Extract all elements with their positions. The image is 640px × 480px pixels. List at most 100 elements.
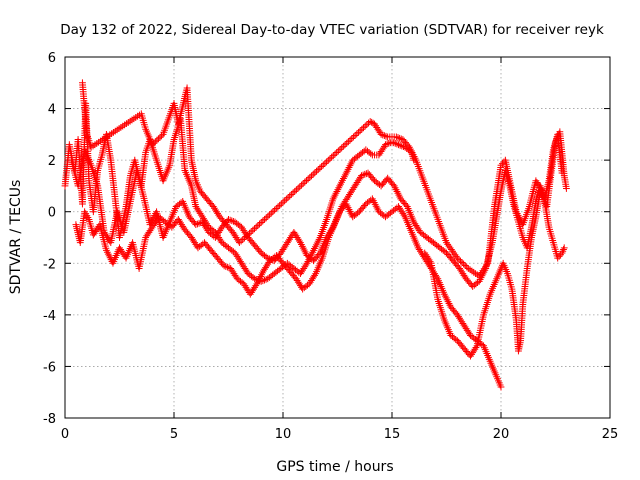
- data-point: [316, 164, 324, 172]
- data-point: [411, 220, 419, 228]
- axes: 0 5 10 15 20 25 -8 -6 -4 -2 0 2 4 6: [43, 51, 618, 442]
- data-point: [379, 131, 387, 139]
- data-point: [361, 122, 369, 130]
- data-point: [360, 124, 367, 132]
- data-point: [318, 163, 325, 170]
- data-point: [267, 209, 275, 217]
- data-point: [293, 186, 300, 194]
- data-point: [402, 201, 410, 209]
- data-point: [242, 266, 250, 274]
- data-point: [176, 217, 183, 225]
- data-point: [249, 287, 256, 295]
- data-point: [341, 141, 349, 149]
- data-point: [279, 246, 287, 253]
- data-point: [469, 349, 477, 357]
- data-point: [367, 150, 375, 158]
- data-point: [334, 147, 342, 155]
- data-point: [358, 125, 366, 133]
- data-point: [192, 203, 200, 210]
- data-point: [251, 225, 258, 233]
- data-point: [216, 235, 224, 243]
- data-point: [93, 226, 101, 234]
- data-point: [242, 233, 250, 240]
- data-point: [215, 228, 223, 236]
- data-point: [351, 132, 359, 139]
- y-tick-label: 0: [48, 206, 56, 221]
- data-point: [377, 148, 385, 155]
- plot-frame: [64, 56, 611, 419]
- data-point: [455, 256, 463, 264]
- data-point: [311, 169, 319, 177]
- data-point: [311, 271, 319, 279]
- data-point: [295, 237, 303, 245]
- data-point: [234, 254, 242, 262]
- x-tick-label: 25: [602, 427, 619, 442]
- data-point: [302, 261, 310, 269]
- data-point: [89, 231, 97, 239]
- data-point: [213, 208, 220, 216]
- data-point: [395, 203, 402, 210]
- data-point: [414, 244, 422, 252]
- y-axis-label: SDTVAR / TECUs: [8, 180, 24, 295]
- data-point: [398, 208, 406, 216]
- data-point: [263, 262, 271, 270]
- data-point: [346, 136, 354, 144]
- data-point: [310, 273, 317, 281]
- data-point: [460, 260, 468, 268]
- data-point: [177, 219, 184, 227]
- data-point: [560, 244, 568, 252]
- data-point: [449, 247, 456, 255]
- data-point: [325, 230, 333, 238]
- data-point: [283, 239, 291, 247]
- data-point: [327, 227, 335, 235]
- data-point: [92, 228, 99, 235]
- data-point: [379, 144, 387, 152]
- data-point: [471, 345, 479, 353]
- data-point: [249, 226, 257, 234]
- data-point: [299, 266, 307, 274]
- data-point: [277, 249, 285, 257]
- data-point: [457, 257, 464, 265]
- data-point: [339, 142, 347, 150]
- data-point: [285, 237, 292, 245]
- data-point: [231, 232, 239, 240]
- data-point: [294, 235, 302, 243]
- data-point: [237, 237, 245, 245]
- data-point: [328, 225, 336, 233]
- data-point: [195, 208, 203, 216]
- data-point: [378, 146, 386, 154]
- data-point: [314, 166, 322, 174]
- data-point: [212, 206, 219, 214]
- data-point: [101, 230, 109, 238]
- data-point: [460, 321, 468, 329]
- data-point: [375, 151, 383, 159]
- data-point: [247, 289, 255, 296]
- data-point: [158, 132, 165, 140]
- data-point: [447, 246, 455, 253]
- data-point: [189, 235, 196, 243]
- data-point: [247, 228, 255, 236]
- data-point: [294, 278, 302, 286]
- data-point: [338, 144, 346, 152]
- data-point: [244, 231, 252, 239]
- data-point: [228, 217, 236, 225]
- data-point: [399, 210, 407, 217]
- data-point: [426, 258, 434, 265]
- data-point: [534, 180, 542, 188]
- data-point: [323, 234, 330, 241]
- data-point: [297, 282, 304, 290]
- data-point: [358, 172, 365, 180]
- data-point: [377, 130, 385, 138]
- data-point: [343, 194, 351, 202]
- data-point: [240, 227, 248, 235]
- data-point: [369, 175, 377, 183]
- data-point: [355, 175, 363, 183]
- data-point: [236, 256, 243, 264]
- data-point: [309, 170, 317, 178]
- data-point: [91, 229, 98, 237]
- data-point: [147, 225, 155, 233]
- data-point: [398, 142, 406, 150]
- data-point: [555, 253, 563, 260]
- data-point: [256, 220, 263, 228]
- data-point: [537, 185, 545, 193]
